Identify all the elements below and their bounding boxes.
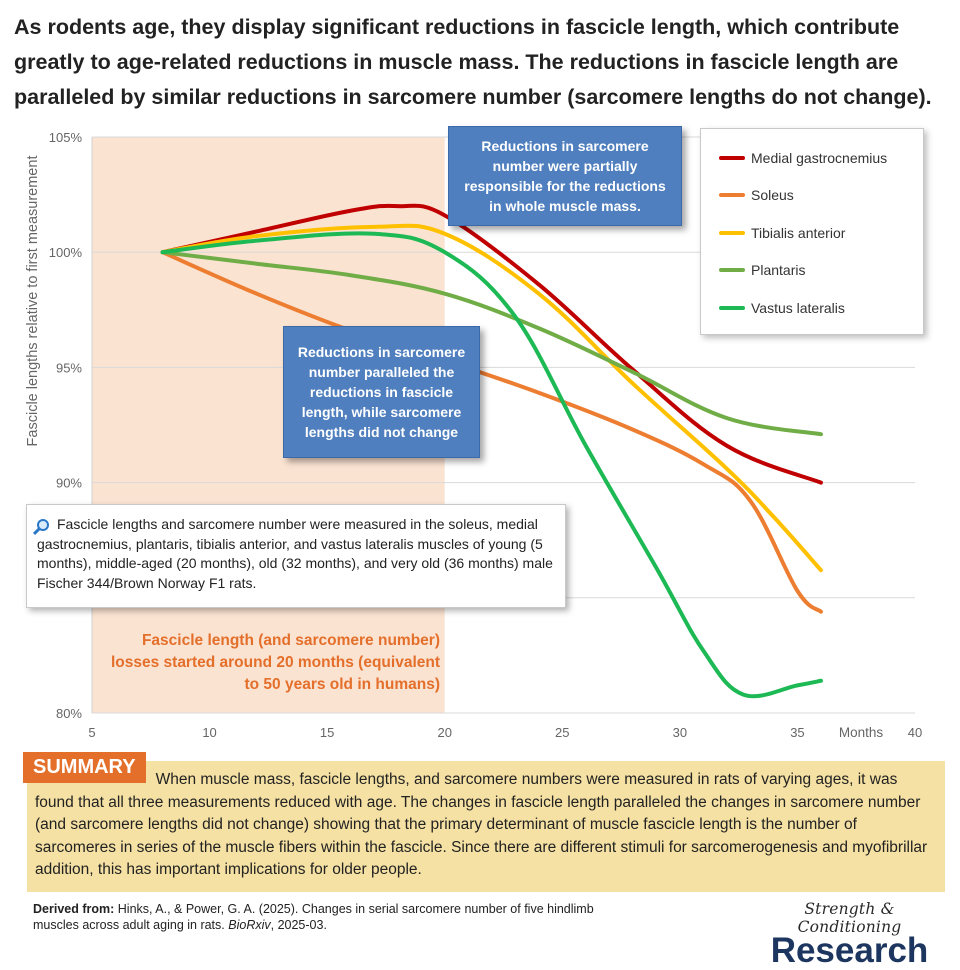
x-tick-label: 10 xyxy=(202,725,216,740)
summary-text: When muscle mass, fascicle lengths, and … xyxy=(35,771,928,878)
brand-logo-bottom: Research xyxy=(770,931,929,970)
legend-label: Vastus lateralis xyxy=(751,299,845,316)
citation-text: Hinks, A., & Power, G. A. (2025). Change… xyxy=(33,902,594,932)
legend-swatch xyxy=(719,155,745,160)
y-tick-label: 105% xyxy=(49,130,83,145)
legend-label: Plantaris xyxy=(751,262,806,279)
y-tick-label: 100% xyxy=(49,245,83,260)
citation-label: Derived from: xyxy=(33,902,115,916)
citation: Derived from: Hinks, A., & Power, G. A. … xyxy=(33,901,633,933)
magnifier-icon xyxy=(37,519,49,531)
onset-note: Fascicle length (and sarcomere number) l… xyxy=(110,632,440,693)
callout-middle: Reductions in sarcomere number parallele… xyxy=(283,326,480,458)
legend-item-medial-gastrocnemius: Medial gastrocnemius xyxy=(719,139,923,177)
legend-label: Medial gastrocnemius xyxy=(751,149,888,166)
summary-box: SUMMARYWhen muscle mass, fascicle length… xyxy=(23,752,945,892)
callout-top: Reductions in sarcomere number were part… xyxy=(448,126,682,226)
y-tick-label: 90% xyxy=(56,476,82,491)
series-line-plantaris xyxy=(160,250,823,437)
headline: As rodents age, they display significant… xyxy=(14,15,932,109)
citation-date: , 2025-03. xyxy=(270,918,327,932)
legend-item-plantaris: Plantaris xyxy=(719,252,923,290)
x-axis-label: Months xyxy=(839,725,884,740)
legend-item-soleus: Soleus xyxy=(719,177,923,215)
x-tick-label: 15 xyxy=(320,725,334,740)
x-tick-label: 30 xyxy=(673,725,687,740)
legend-item-vastus-lateralis: Vastus lateralis xyxy=(719,289,923,327)
legend-swatch xyxy=(719,268,745,273)
y-axis-label: Fascicle lengths relative to first measu… xyxy=(25,156,41,447)
x-tick-label: 5 xyxy=(88,725,95,740)
legend-label: Soleus xyxy=(751,187,794,204)
y-tick-label: 95% xyxy=(56,360,82,375)
x-tick-label: 25 xyxy=(555,725,569,740)
legend-label: Tibialis anterior xyxy=(751,224,846,241)
chart-legend: Medial gastrocnemius Soleus Tibialis anter… xyxy=(700,128,924,335)
x-tick-label: 40 xyxy=(908,725,922,740)
brand-logo-top: Strength & Conditioning xyxy=(797,900,902,936)
legend-swatch xyxy=(719,305,745,310)
x-tick-label: 35 xyxy=(790,725,804,740)
methods-note-text: Fascicle lengths and sarcomere number we… xyxy=(37,516,553,591)
legend-item-tibialis-anterior: Tibialis anterior xyxy=(719,214,923,252)
methods-note: Fascicle lengths and sarcomere number we… xyxy=(26,504,566,608)
brand-logo: Strength & Conditioning Research xyxy=(752,900,947,968)
series-line-medial-gastrocnemius xyxy=(160,203,823,485)
series-line-vastus-lateralis xyxy=(160,231,823,699)
series-line-tibialis-anterior xyxy=(160,223,823,573)
legend-swatch xyxy=(719,230,745,235)
legend-swatch xyxy=(719,193,745,198)
summary-badge: SUMMARY xyxy=(23,752,146,783)
x-tick-label: 20 xyxy=(437,725,451,740)
y-tick-label: 80% xyxy=(56,706,82,721)
citation-journal: BioRxiv xyxy=(228,918,271,932)
